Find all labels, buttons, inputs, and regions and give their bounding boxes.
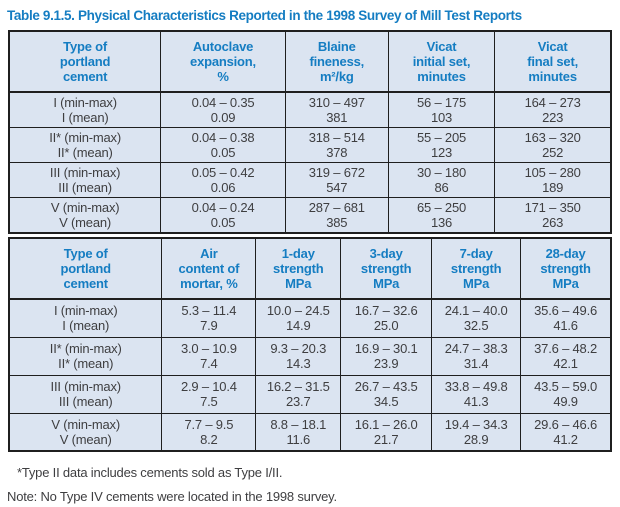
- table-row: II* (min-max) II* (mean) 3.0 – 10.9 7.4 9.3 …: [8, 336, 612, 376]
- column-header: Type of portland cement: [8, 237, 163, 300]
- table-row: III (min-max) III (mean) 2.9 – 10.4 7.5 16.2…: [8, 374, 612, 414]
- table-cell: 30 – 180 86: [387, 162, 496, 198]
- table-cell: 33.8 – 49.8 41.3: [431, 374, 522, 414]
- table-cell: 16.9 – 30.1 23.9: [340, 336, 433, 376]
- column-header: Vicat final set, minutes: [494, 30, 612, 93]
- column-header: Air content of mortar, %: [161, 237, 257, 300]
- table-row: III (min-max) III (mean) 0.05 – 0.42 0.06 31…: [8, 162, 612, 198]
- row-label: V (min-max) V (mean): [8, 412, 163, 452]
- row-label: II* (min-max) II* (mean): [8, 336, 163, 376]
- column-header: 7-day strength MPa: [431, 237, 522, 300]
- table-row: V (min-max) V (mean) 0.04 – 0.24 0.05 287 – …: [8, 197, 612, 234]
- physical-table-body: I (min-max) I (mean) 0.04 – 0.35 0.09 310 – …: [8, 91, 612, 234]
- mill-test-table-strength: Type of portland cement Air content of mortar…: [8, 237, 612, 452]
- column-header: Autoclave expansion,%: [160, 30, 286, 93]
- table-cell: 55 – 205 123: [387, 127, 496, 163]
- row-label: I (min-max) I (mean): [8, 298, 163, 338]
- strength-table-body: I (min-max) I (mean) 5.3 – 11.4 7.9 10.0 – 2…: [8, 298, 612, 452]
- table-cell: 319 – 672 547: [284, 162, 389, 198]
- table-title: Table 9.1.5. Physical Characteristics Re…: [7, 8, 522, 23]
- table-cell: 37.6 – 48.2 42.1: [520, 336, 612, 376]
- table-cell: 7.7 – 9.5 8.2: [161, 412, 257, 452]
- table-cell: 24.7 – 38.3 31.4: [431, 336, 522, 376]
- row-label: III (min-max) III (mean): [8, 162, 162, 198]
- table-cell: 43.5 – 59.0 49.9: [520, 374, 612, 414]
- table-row: I (min-max) I (mean) 0.04 – 0.35 0.09 310 – …: [8, 91, 612, 128]
- table-row: II* (min-max) II* (mean) 0.04 – 0.38 0.05 31…: [8, 127, 612, 163]
- table-cell: 19.4 – 34.3 28.9: [431, 412, 522, 452]
- table-cell: 287 – 681 385: [284, 197, 389, 234]
- table-cell: 0.04 – 0.35 0.09: [160, 91, 286, 128]
- table-row: I (min-max) I (mean) 5.3 – 11.4 7.9 10.0 – 2…: [8, 298, 612, 338]
- table-cell: 26.7 – 43.5 34.5: [340, 374, 433, 414]
- table-cell: 0.05 – 0.42 0.06: [160, 162, 286, 198]
- table-cell: 24.1 – 40.0 32.5: [431, 298, 522, 338]
- table-cell: 2.9 – 10.4 7.5: [161, 374, 257, 414]
- table-cell: 163 – 320 252: [494, 127, 612, 163]
- column-header: 3-day strength MPa: [340, 237, 433, 300]
- mill-test-table-physical: Type of portland cement Autoclave expansion,…: [8, 30, 612, 234]
- header-row: Type of portland cement Autoclave expansion,…: [8, 30, 612, 93]
- strength-table-header: Type of portland cement Air content of mortar…: [8, 237, 612, 300]
- table-cell: 56 – 175 103: [387, 91, 496, 128]
- table-cell: 29.6 – 46.6 41.2: [520, 412, 612, 452]
- table-cell: 8.8 – 18.1 11.6: [255, 412, 342, 452]
- table-cell: 164 – 273 223: [494, 91, 612, 128]
- row-label: V (min-max) V (mean): [8, 197, 162, 234]
- table-cell: 171 – 350 263: [494, 197, 612, 234]
- column-header: 28-day strength MPa: [520, 237, 612, 300]
- row-label: I (min-max) I (mean): [8, 91, 162, 128]
- column-header: 1-day strength MPa: [255, 237, 342, 300]
- column-header: Type of portland cement: [8, 30, 162, 93]
- table-cell: 10.0 – 24.5 14.9: [255, 298, 342, 338]
- table-cell: 65 – 250 136: [387, 197, 496, 234]
- column-header: Blaine fineness, m²/kg: [284, 30, 389, 93]
- table-cell: 9.3 – 20.3 14.3: [255, 336, 342, 376]
- row-label: II* (min-max) II* (mean): [8, 127, 162, 163]
- table-cell: 318 – 514 378: [284, 127, 389, 163]
- row-label: III (min-max) III (mean): [8, 374, 163, 414]
- table-cell: 310 – 497 381: [284, 91, 389, 128]
- table-cell: 16.1 – 26.0 21.7: [340, 412, 433, 452]
- table-cell: 0.04 – 0.38 0.05: [160, 127, 286, 163]
- table-cell: 5.3 – 11.4 7.9: [161, 298, 257, 338]
- table-cell: 16.7 – 32.6 25.0: [340, 298, 433, 338]
- table-row: V (min-max) V (mean) 7.7 – 9.5 8.2 8.8 – 18.…: [8, 412, 612, 452]
- table-cell: 105 – 280 189: [494, 162, 612, 198]
- table-cell: 35.6 – 49.6 41.6: [520, 298, 612, 338]
- column-header: Vicat initial set, minutes: [387, 30, 496, 93]
- header-row: Type of portland cement Air content of mortar…: [8, 237, 612, 300]
- physical-table-header: Type of portland cement Autoclave expansion,…: [8, 30, 612, 93]
- footnote-type-ii: *Type II data includes cements sold as T…: [17, 465, 283, 480]
- table-cell: 0.04 – 0.24 0.05: [160, 197, 286, 234]
- table-cell: 3.0 – 10.9 7.4: [161, 336, 257, 376]
- table-cell: 16.2 – 31.5 23.7: [255, 374, 342, 414]
- footnote-no-type-iv: Note: No Type IV cements were located in…: [7, 489, 337, 504]
